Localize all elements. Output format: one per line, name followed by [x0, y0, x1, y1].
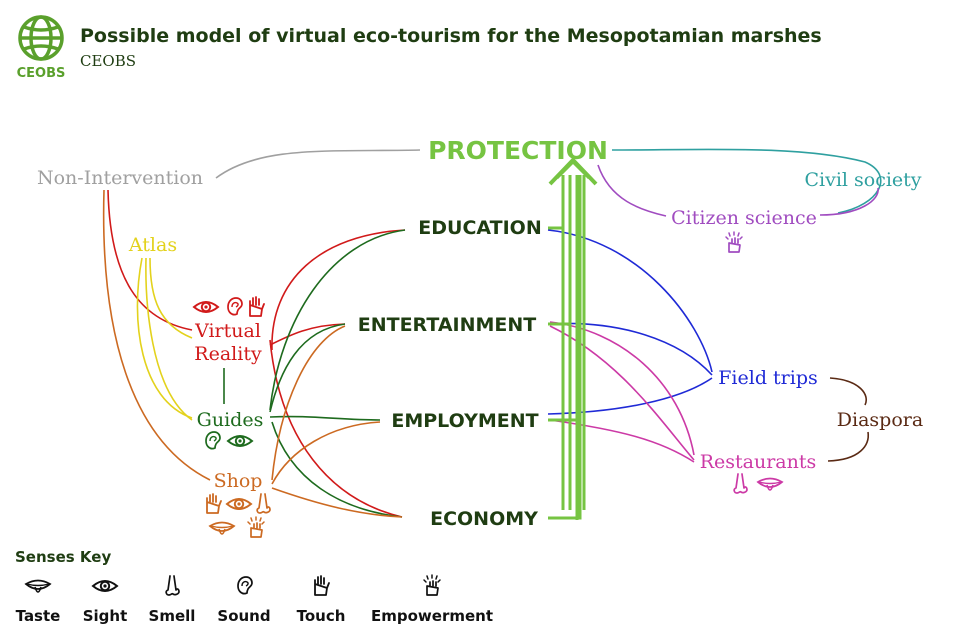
- node-guides: Guides: [197, 409, 264, 431]
- smell-icon: [256, 493, 271, 514]
- link-nonintervention-protection: [215, 149, 421, 179]
- key-label-taste: Taste: [16, 607, 61, 625]
- sound-icon: [227, 297, 243, 316]
- link-guides-education: [269, 229, 406, 411]
- link-restaurants-diaspora: [827, 431, 869, 462]
- node-atlas: Atlas: [128, 234, 177, 256]
- taste-icon: [757, 477, 783, 491]
- page-title: Possible model of virtual eco-tourism fo…: [80, 25, 822, 47]
- link-entertainment-restaurants: [549, 321, 695, 456]
- sight-icon: [226, 498, 252, 510]
- touch-icon: [249, 296, 265, 317]
- link-guides-economy: [271, 421, 403, 518]
- key-label-sight: Sight: [83, 607, 128, 625]
- key-label-smell: Smell: [149, 607, 196, 625]
- node-protection: PROTECTION: [428, 136, 608, 165]
- touch-icon: [314, 575, 330, 596]
- sight-icon: [193, 301, 219, 313]
- link-guides-employment: [269, 415, 381, 421]
- key-label-empowerment: Empowerment: [371, 607, 493, 625]
- taste-icon: [25, 579, 51, 593]
- node-employment: EMPLOYMENT: [391, 410, 538, 432]
- node-citizen-science: Citizen science: [671, 207, 817, 229]
- node-shop: Shop: [214, 470, 263, 492]
- link-fieldtrips-diaspora: [829, 377, 867, 406]
- empowerment-icon: [725, 231, 743, 253]
- link-nonintervention-shop: [102, 189, 211, 481]
- node-virtual-reality-2: Reality: [194, 343, 262, 365]
- link-nonintervention-vr: [107, 189, 193, 331]
- node-education: EDUCATION: [418, 217, 541, 239]
- globe-icon: [18, 15, 64, 61]
- link-atlas-vr: [149, 257, 193, 339]
- link-employment-restaurants: [549, 419, 695, 463]
- link-atlas-guides-2: [136, 257, 193, 419]
- sound-icon: [237, 576, 253, 595]
- ceobs-logo: CEOBS: [17, 15, 66, 81]
- link-vr-economy: [269, 339, 403, 518]
- key-label-sound: Sound: [217, 607, 270, 625]
- link-entertainment-fieldtrips: [547, 322, 713, 376]
- link-education-fieldtrips: [547, 229, 713, 373]
- link-vr-education: [271, 229, 406, 351]
- protection-arrow: [548, 157, 598, 520]
- touch-icon: [206, 493, 222, 514]
- empowerment-icon: [247, 516, 265, 538]
- link-citizenscience-civilsociety: [819, 187, 879, 216]
- link-shop-entertainment: [271, 325, 346, 481]
- link-protection-civilsociety: [611, 148, 882, 214]
- node-virtual-reality-1: Virtual: [194, 320, 261, 342]
- page-subtitle: CEOBS: [80, 52, 136, 70]
- link-entertainment-restaurants-2: [549, 325, 695, 461]
- link-shop-employment: [271, 421, 381, 485]
- node-diaspora: Diaspora: [837, 409, 923, 431]
- taste-icon: [209, 521, 235, 535]
- node-civil-society: Civil society: [804, 169, 921, 191]
- node-restaurants: Restaurants: [700, 451, 817, 473]
- smell-icon: [733, 473, 748, 494]
- sight-icon: [92, 580, 118, 592]
- sight-icon: [227, 435, 253, 447]
- link-atlas-guides: [145, 257, 193, 421]
- link-vr-entertainment: [269, 323, 346, 346]
- node-entertainment: ENTERTAINMENT: [358, 314, 537, 336]
- smell-icon: [165, 575, 180, 596]
- node-non-intervention: Non-Intervention: [37, 167, 203, 189]
- connectors: [102, 148, 882, 518]
- logo-text: CEOBS: [17, 66, 66, 81]
- key-label-touch: Touch: [297, 607, 346, 625]
- senses-key: Senses Key Taste Sight Smell Sound Touch…: [15, 548, 493, 625]
- node-field-trips: Field trips: [718, 367, 818, 389]
- node-economy: ECONOMY: [430, 508, 538, 530]
- link-protection-citizenscience: [597, 164, 667, 217]
- empowerment-icon: [423, 574, 441, 596]
- sound-icon: [205, 431, 221, 450]
- link-shop-economy: [271, 487, 403, 518]
- link-employment-fieldtrips: [547, 377, 713, 415]
- senses-key-title: Senses Key: [15, 548, 111, 566]
- link-guides-entertainment: [269, 323, 346, 413]
